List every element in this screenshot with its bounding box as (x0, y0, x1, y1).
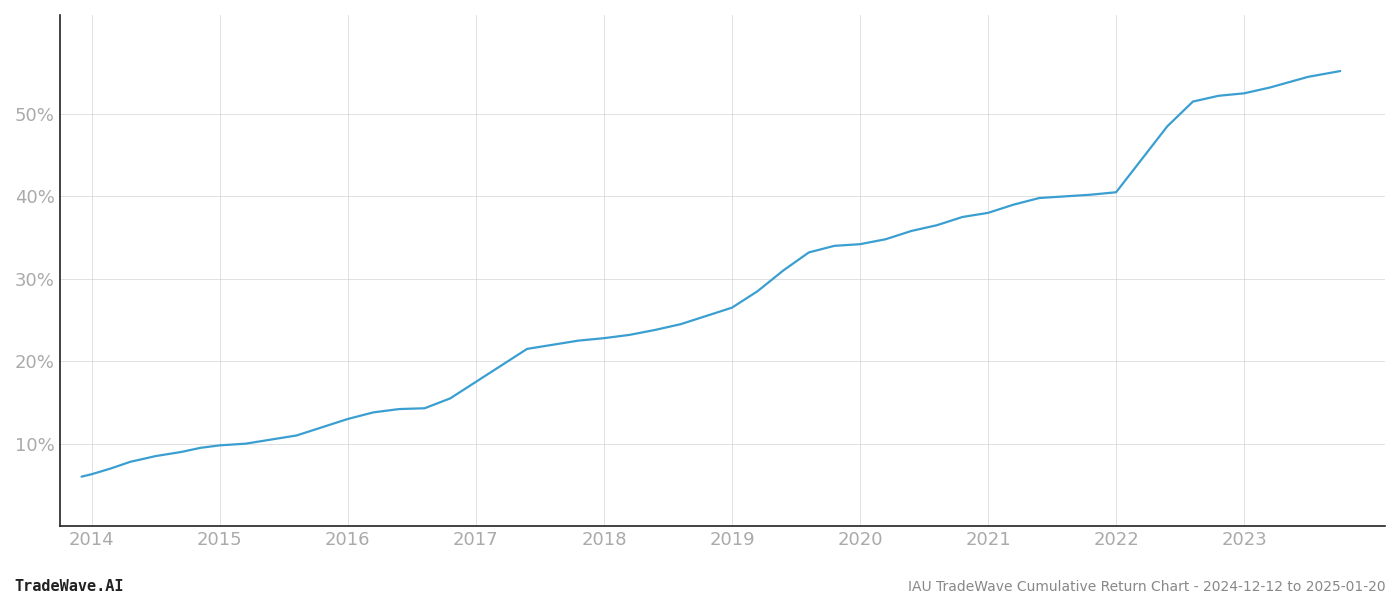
Text: TradeWave.AI: TradeWave.AI (14, 579, 123, 594)
Text: IAU TradeWave Cumulative Return Chart - 2024-12-12 to 2025-01-20: IAU TradeWave Cumulative Return Chart - … (909, 580, 1386, 594)
